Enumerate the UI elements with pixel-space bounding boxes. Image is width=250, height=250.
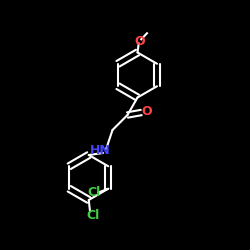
Text: HN: HN bbox=[90, 144, 110, 156]
Text: Cl: Cl bbox=[87, 186, 100, 199]
Text: Cl: Cl bbox=[86, 209, 100, 222]
Text: O: O bbox=[135, 35, 145, 48]
Text: O: O bbox=[142, 105, 152, 118]
